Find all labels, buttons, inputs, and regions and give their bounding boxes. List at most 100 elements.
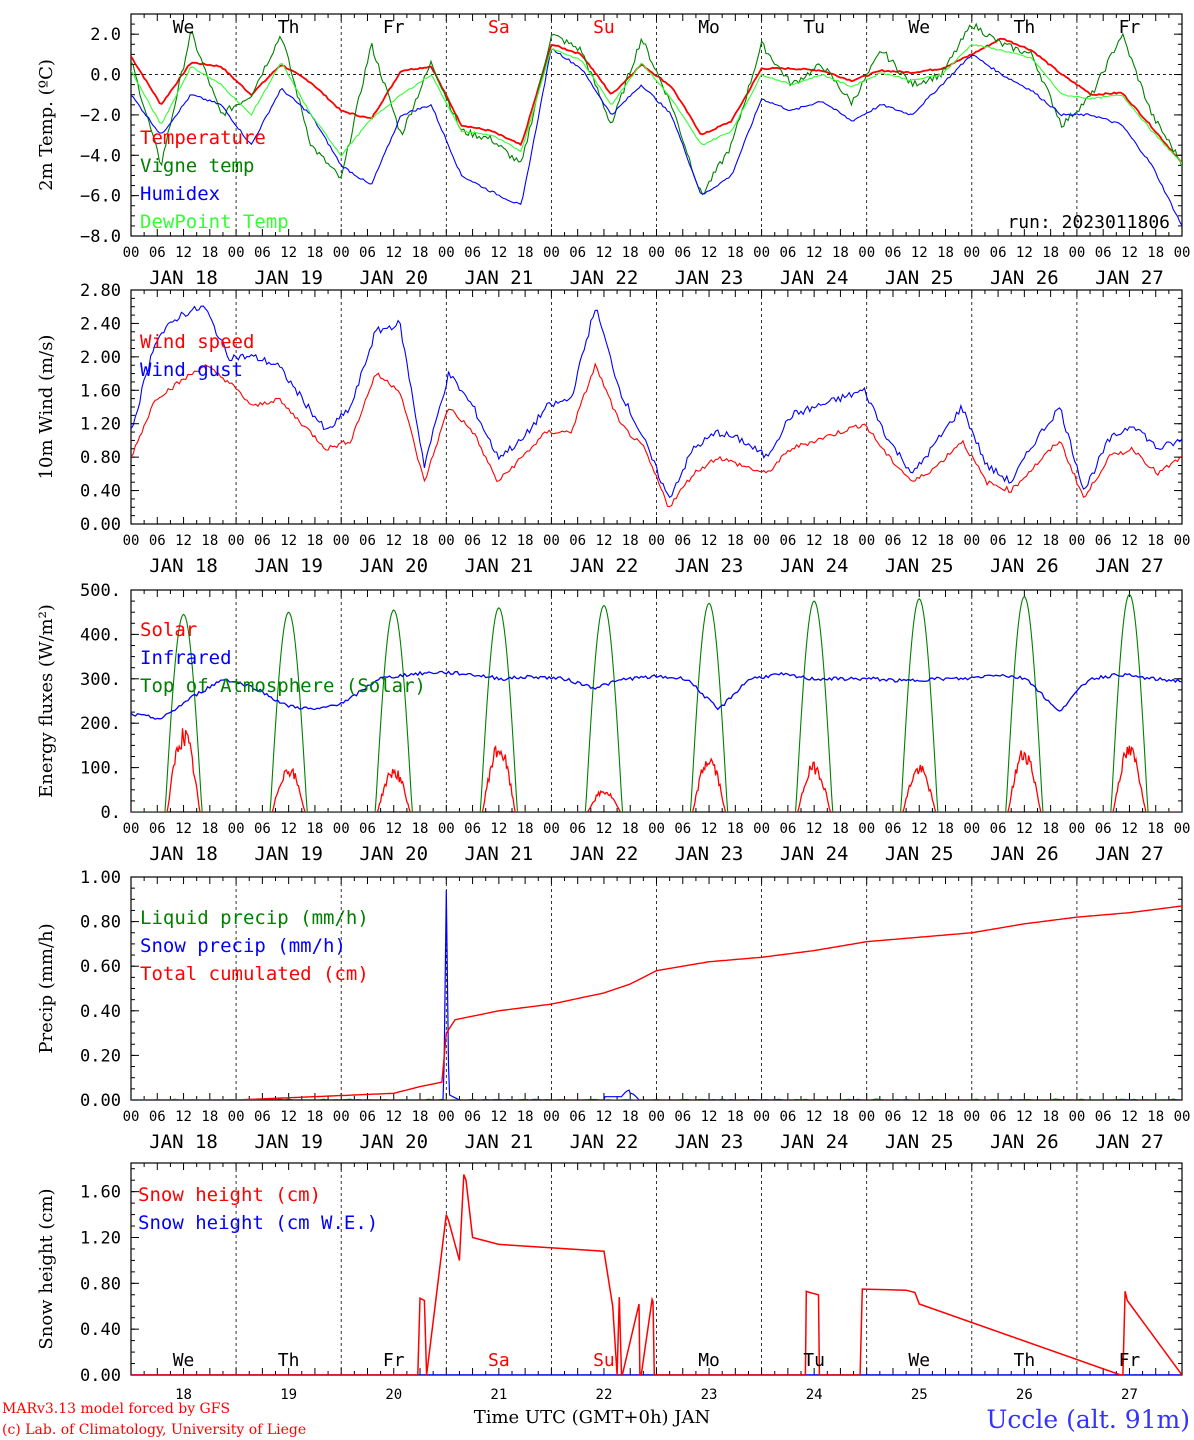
date-label: JAN 22 xyxy=(570,1131,639,1153)
date-label: JAN 21 xyxy=(465,843,534,865)
hour-tick-label: 18 xyxy=(517,1109,534,1125)
y-tick-label: 0.40 xyxy=(80,1320,121,1340)
panel-5: 1.60 1.20 0.80 0.40 0.00 Snow height (cm) Snow… xyxy=(36,1162,1183,1403)
series-line-1 xyxy=(131,670,1182,720)
series-group xyxy=(131,22,1182,226)
legend-entry: DewPoint Temp xyxy=(140,211,289,233)
y-axis-label: 10m Wind (m/s) xyxy=(36,335,57,480)
y-tick-label: 1.00 xyxy=(80,868,121,888)
hour-tick-label: 00 xyxy=(858,245,875,261)
hour-tick-label: 00 xyxy=(753,1109,770,1125)
hour-tick-label: 00 xyxy=(228,533,245,549)
hour-tick-label: 12 xyxy=(490,245,507,261)
legend-entry: Wind speed xyxy=(140,331,254,353)
hour-tick-label: 00 xyxy=(228,1109,245,1125)
date-label: JAN 19 xyxy=(254,555,323,577)
hour-tick-label: 12 xyxy=(806,245,823,261)
hour-tick-label: 18 xyxy=(622,821,639,837)
legend-entry: Snow height (cm W.E.) xyxy=(138,1212,378,1234)
day-number-label: 22 xyxy=(596,1387,613,1403)
hour-tick-label: 18 xyxy=(622,1109,639,1125)
hour-tick-label: 06 xyxy=(569,821,586,837)
hour-tick-label: 18 xyxy=(412,533,429,549)
y-tick-label: −2.0 xyxy=(80,106,121,126)
hour-tick-label: 00 xyxy=(228,245,245,261)
hour-tick-label: 00 xyxy=(333,821,350,837)
hour-tick-label: 06 xyxy=(569,533,586,549)
hour-tick-label: 00 xyxy=(333,533,350,549)
y-tick-label: 2.0 xyxy=(90,25,121,45)
y-tick-label: 0.80 xyxy=(80,1274,121,1294)
date-label: JAN 26 xyxy=(990,267,1059,289)
hour-tick-label: 12 xyxy=(596,533,613,549)
day-number-label: 21 xyxy=(490,1387,507,1403)
series-line-0 xyxy=(131,362,1182,508)
hour-tick-label: 18 xyxy=(201,533,218,549)
panel-4: 1.00 0.80 0.60 0.40 0.20 0.00 Precip (mm/h) 00 0… xyxy=(36,868,1190,1153)
panel-1: 2.0 0.0 −2.0 −4.0 −6.0 −8.0 2m Temp. (ºC) 00 06 1… xyxy=(36,13,1190,289)
hour-tick-label: 00 xyxy=(333,245,350,261)
y-axis-label: Snow height (cm) xyxy=(36,1188,57,1349)
hour-tick-label: 12 xyxy=(175,1109,192,1125)
day-number-label: 26 xyxy=(1016,1387,1033,1403)
hour-tick-label: 12 xyxy=(596,1109,613,1125)
day-name-label: Su xyxy=(593,17,615,38)
hour-tick-label: 00 xyxy=(648,245,665,261)
day-number-label: 27 xyxy=(1121,1387,1138,1403)
hour-tick-label: 12 xyxy=(385,245,402,261)
hour-tick-label: 12 xyxy=(280,533,297,549)
hour-tick-label: 00 xyxy=(1174,821,1191,837)
hour-tick-label: 06 xyxy=(674,245,691,261)
hour-tick-label: 12 xyxy=(1121,533,1138,549)
hour-tick-label: 18 xyxy=(1147,1109,1164,1125)
hour-tick-label: 12 xyxy=(1121,821,1138,837)
date-label: JAN 19 xyxy=(254,267,323,289)
hour-tick-label: 06 xyxy=(1095,533,1112,549)
date-label: JAN 21 xyxy=(465,555,534,577)
date-label: JAN 25 xyxy=(885,843,954,865)
hour-tick-label: 06 xyxy=(149,533,166,549)
hour-tick-label: 18 xyxy=(306,533,323,549)
day-name-label: Th xyxy=(278,17,300,38)
hour-tick-label: 00 xyxy=(753,245,770,261)
hour-tick-label: 12 xyxy=(806,1109,823,1125)
date-label: JAN 26 xyxy=(990,555,1059,577)
hour-tick-label: 12 xyxy=(175,245,192,261)
hour-tick-label: 00 xyxy=(438,245,455,261)
day-name-label: Mo xyxy=(698,17,720,38)
hour-tick-label: 06 xyxy=(359,1109,376,1125)
y-tick-label: 0.60 xyxy=(80,957,121,977)
day-name-label: Sa xyxy=(488,1350,510,1371)
hour-tick-label: 18 xyxy=(622,245,639,261)
y-tick-label: 1.60 xyxy=(80,1183,121,1203)
hour-tick-label: 00 xyxy=(438,821,455,837)
hour-tick-label: 18 xyxy=(201,1109,218,1125)
hour-tick-label: 18 xyxy=(517,821,534,837)
station-label: Uccle (alt. 91m) xyxy=(986,1405,1190,1434)
hour-tick-label: 06 xyxy=(990,533,1007,549)
hour-tick-label: 18 xyxy=(412,821,429,837)
hour-tick-label: 00 xyxy=(648,1109,665,1125)
hour-tick-label: 06 xyxy=(359,533,376,549)
y-tick-label: 1.20 xyxy=(80,1228,121,1248)
hour-tick-label: 00 xyxy=(123,821,140,837)
hour-tick-label: 00 xyxy=(1068,821,1085,837)
hour-tick-label: 00 xyxy=(963,821,980,837)
y-tick-label: 0.00 xyxy=(80,515,121,535)
series-group xyxy=(131,593,1182,812)
hour-tick-label: 18 xyxy=(201,245,218,261)
hour-tick-label: 12 xyxy=(175,821,192,837)
hour-tick-label: 18 xyxy=(306,245,323,261)
hour-tick-label: 06 xyxy=(359,821,376,837)
hour-tick-label: 18 xyxy=(622,533,639,549)
hour-tick-label: 18 xyxy=(306,1109,323,1125)
hour-tick-label: 00 xyxy=(1068,533,1085,549)
hour-tick-label: 18 xyxy=(727,245,744,261)
day-number-label: 20 xyxy=(385,1387,402,1403)
legend-entry: Humidex xyxy=(140,183,220,205)
hour-tick-label: 06 xyxy=(254,533,271,549)
date-label: JAN 24 xyxy=(780,267,849,289)
y-tick-label: 0.00 xyxy=(80,1366,121,1386)
legend-entry: Vigne temp xyxy=(140,155,254,177)
date-label: JAN 21 xyxy=(465,1131,534,1153)
